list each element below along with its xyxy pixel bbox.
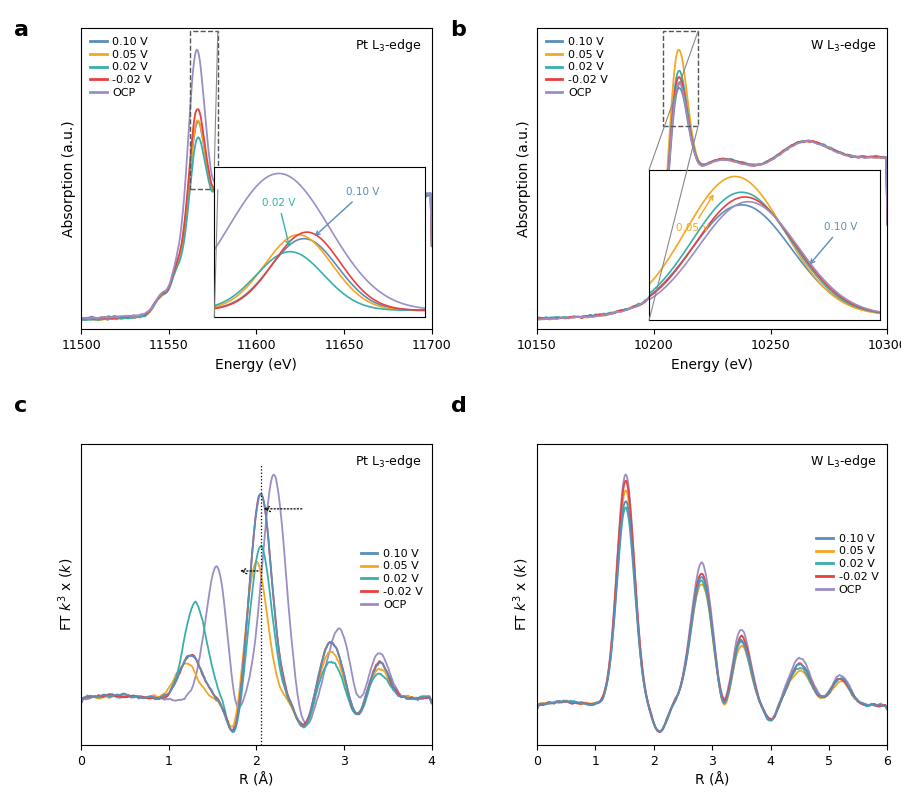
Text: d: d	[450, 396, 467, 417]
X-axis label: Energy (eV): Energy (eV)	[671, 357, 753, 372]
Text: Pt L$_3$-edge: Pt L$_3$-edge	[355, 453, 421, 469]
Text: a: a	[14, 20, 29, 40]
Y-axis label: FT $k^3$ x ($k$): FT $k^3$ x ($k$)	[56, 557, 76, 631]
X-axis label: Energy (eV): Energy (eV)	[215, 357, 297, 372]
X-axis label: R (Å): R (Å)	[239, 773, 274, 787]
Text: W L$_3$-edge: W L$_3$-edge	[810, 453, 877, 469]
Legend: 0.10 V, 0.05 V, 0.02 V, -0.02 V, OCP: 0.10 V, 0.05 V, 0.02 V, -0.02 V, OCP	[814, 530, 882, 598]
Y-axis label: Absorption (a.u.): Absorption (a.u.)	[61, 120, 76, 237]
Legend: 0.10 V, 0.05 V, 0.02 V, -0.02 V, OCP: 0.10 V, 0.05 V, 0.02 V, -0.02 V, OCP	[542, 34, 611, 102]
Text: c: c	[14, 396, 27, 417]
Bar	[190, 31, 218, 190]
X-axis label: R (Å): R (Å)	[695, 773, 730, 787]
Y-axis label: Absorption (a.u.): Absorption (a.u.)	[517, 120, 532, 237]
Y-axis label: FT $k^3$ x ($k$): FT $k^3$ x ($k$)	[512, 557, 532, 631]
Legend: 0.10 V, 0.05 V, 0.02 V, -0.02 V, OCP: 0.10 V, 0.05 V, 0.02 V, -0.02 V, OCP	[86, 34, 155, 102]
Bar	[663, 31, 698, 126]
Legend: 0.10 V, 0.05 V, 0.02 V, -0.02 V, OCP: 0.10 V, 0.05 V, 0.02 V, -0.02 V, OCP	[358, 545, 426, 613]
Text: b: b	[450, 20, 467, 40]
Text: W L$_3$-edge: W L$_3$-edge	[810, 37, 877, 54]
Text: Pt L$_3$-edge: Pt L$_3$-edge	[355, 37, 421, 54]
